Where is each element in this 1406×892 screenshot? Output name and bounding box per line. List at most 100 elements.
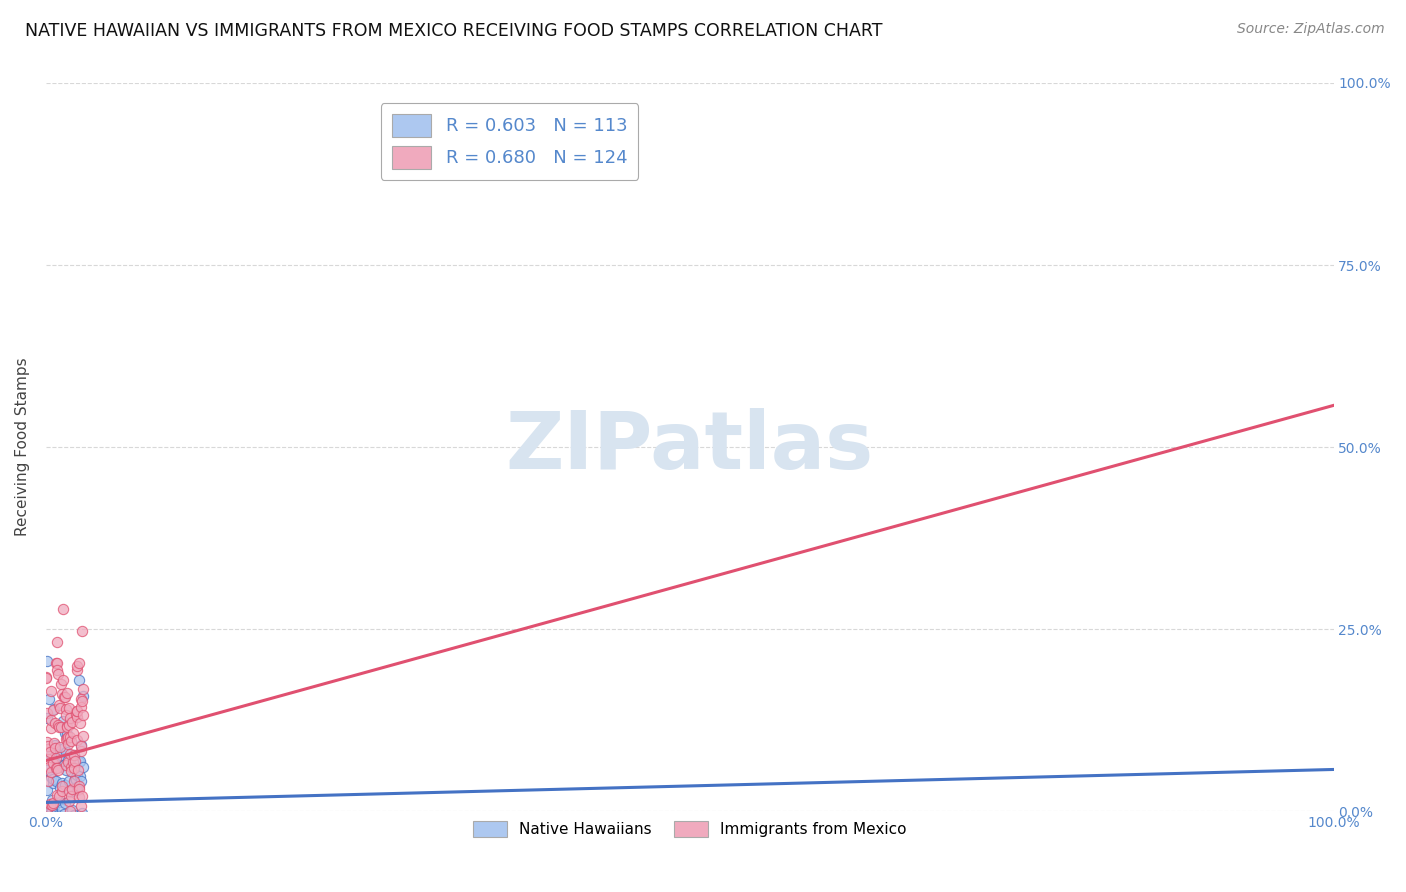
Point: [60, 863, 83, 877]
Point: [72, 689, 94, 703]
Point: [42, 830, 65, 844]
Point: [48, 698, 70, 712]
Point: [59, 747, 82, 761]
Point: [69, 799, 91, 814]
Point: [66, 704, 89, 718]
Point: [49, 830, 72, 844]
Point: [55, 707, 77, 722]
Point: [59, 730, 82, 744]
Point: [56, 845, 79, 859]
Point: [67, 779, 90, 793]
Point: [63, 761, 86, 775]
Point: [37, 817, 59, 831]
Point: [60, 830, 83, 844]
Point: [42, 756, 65, 770]
Point: [70, 738, 93, 752]
Point: [38, 745, 60, 759]
Point: [58, 830, 80, 844]
Point: [59, 710, 82, 724]
Point: [49, 758, 72, 772]
Point: [44, 830, 66, 844]
Point: [37, 654, 59, 668]
Point: [44, 830, 66, 844]
Point: [58, 774, 80, 789]
Point: [70, 830, 93, 844]
Point: [58, 753, 80, 767]
Text: ZIPatlas: ZIPatlas: [506, 408, 875, 486]
Point: [69, 715, 91, 730]
Point: [41, 830, 63, 844]
Point: [70, 739, 93, 753]
Point: [56, 731, 79, 746]
Point: [69, 830, 91, 844]
Point: [56, 737, 79, 751]
Point: [42, 799, 65, 814]
Point: [56, 730, 79, 744]
Point: [58, 830, 80, 844]
Point: [59, 785, 82, 799]
Point: [72, 707, 94, 722]
Point: [35, 830, 58, 844]
Point: [70, 699, 93, 714]
Point: [58, 701, 80, 715]
Point: [67, 755, 90, 769]
Point: [69, 754, 91, 768]
Point: [51, 779, 73, 793]
Point: [48, 830, 70, 844]
Point: [58, 794, 80, 808]
Point: [39, 838, 62, 853]
Point: [66, 733, 89, 747]
Point: [69, 692, 91, 706]
Point: [49, 720, 72, 734]
Point: [63, 754, 86, 768]
Y-axis label: Receiving Food Stamps: Receiving Food Stamps: [15, 358, 30, 536]
Point: [66, 782, 89, 797]
Point: [59, 830, 82, 844]
Point: [72, 830, 94, 844]
Point: [48, 830, 70, 844]
Point: [48, 822, 70, 837]
Point: [70, 789, 93, 803]
Point: [53, 725, 76, 739]
Point: [38, 830, 60, 844]
Point: [42, 830, 65, 844]
Point: [72, 819, 94, 833]
Point: [41, 793, 63, 807]
Point: [56, 863, 79, 877]
Point: [41, 797, 63, 812]
Point: [44, 736, 66, 750]
Point: [35, 830, 58, 844]
Point: [44, 806, 66, 821]
Point: [55, 830, 77, 844]
Point: [51, 687, 73, 701]
Point: [58, 810, 80, 824]
Point: [66, 824, 89, 838]
Point: [42, 703, 65, 717]
Point: [55, 847, 77, 861]
Point: [49, 781, 72, 796]
Point: [62, 863, 84, 877]
Point: [53, 830, 76, 844]
Point: [44, 716, 66, 731]
Point: [52, 863, 75, 877]
Point: [66, 663, 89, 677]
Point: [37, 752, 59, 766]
Point: [67, 781, 90, 796]
Text: NATIVE HAWAIIAN VS IMMIGRANTS FROM MEXICO RECEIVING FOOD STAMPS CORRELATION CHAR: NATIVE HAWAIIAN VS IMMIGRANTS FROM MEXIC…: [25, 22, 883, 40]
Point: [39, 830, 62, 844]
Point: [42, 842, 65, 856]
Point: [72, 823, 94, 838]
Point: [49, 830, 72, 844]
Point: [45, 789, 67, 803]
Point: [56, 830, 79, 844]
Point: [49, 676, 72, 690]
Point: [51, 775, 73, 789]
Point: [37, 800, 59, 814]
Point: [48, 809, 70, 823]
Point: [65, 773, 87, 788]
Point: [49, 795, 72, 809]
Point: [38, 863, 60, 877]
Point: [58, 784, 80, 798]
Point: [59, 830, 82, 844]
Point: [58, 824, 80, 838]
